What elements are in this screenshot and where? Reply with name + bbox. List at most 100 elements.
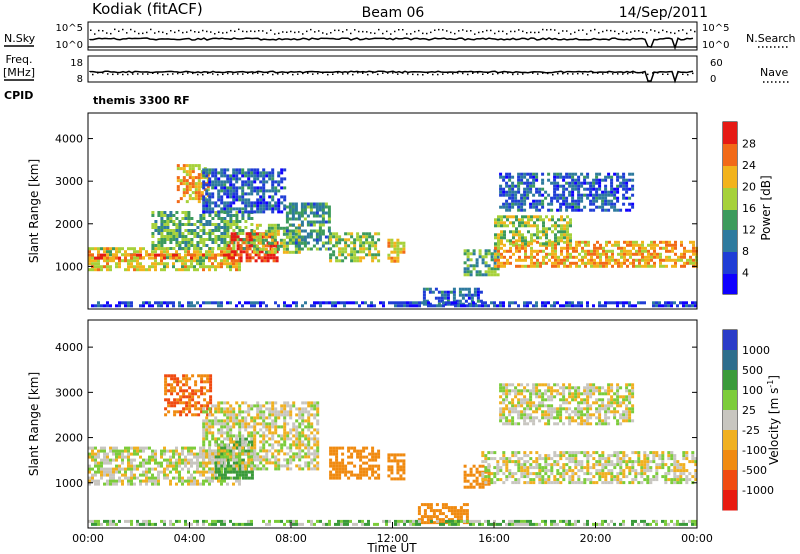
- heatmap-cell: [181, 223, 185, 226]
- heatmap-cell: [568, 175, 572, 179]
- heatmap-cell: [118, 265, 121, 269]
- heatmap-cell: [190, 229, 194, 232]
- heatmap-cell: [91, 304, 94, 308]
- heatmap-cell: [295, 431, 299, 435]
- heatmap-cell: [503, 264, 506, 268]
- heatmap-cell: [444, 503, 448, 507]
- heatmap-cell: [350, 473, 354, 477]
- heatmap-cell: [310, 461, 314, 465]
- heatmap-cell: [265, 304, 268, 308]
- heatmap-cell: [280, 201, 284, 205]
- heatmap-cell: [505, 205, 509, 209]
- heatmap-cell: [235, 470, 239, 474]
- heatmap-cell: [361, 301, 364, 305]
- colorbar-swatch: [723, 282, 737, 284]
- heatmap-cell: [214, 437, 218, 441]
- heatmap-cell: [203, 374, 207, 378]
- heatmap-cell: [230, 259, 234, 263]
- heatmap-cell: [256, 301, 259, 305]
- heatmap-cell: [232, 470, 236, 474]
- heatmap-cell: [566, 236, 569, 240]
- heatmap-cell: [536, 249, 539, 253]
- heatmap-cell: [182, 167, 186, 171]
- heatmap-cell: [557, 239, 560, 243]
- heatmap-cell: [396, 259, 400, 263]
- heatmap-cell: [197, 389, 201, 393]
- nsearch-point: [546, 29, 548, 31]
- heatmap-cell: [502, 178, 506, 182]
- heatmap-cell: [521, 239, 524, 243]
- heatmap-cell: [139, 268, 142, 272]
- heatmap-cell: [571, 196, 575, 200]
- heatmap-cell: [193, 244, 197, 247]
- heatmap-cell: [151, 226, 155, 229]
- heatmap-cell: [641, 243, 644, 247]
- heatmap-cell: [593, 258, 596, 262]
- heatmap-cell: [229, 210, 233, 214]
- heatmap-cell: [262, 464, 266, 468]
- heatmap-cell: [211, 476, 214, 480]
- heatmap-cell: [282, 238, 286, 242]
- heatmap-cell: [481, 273, 485, 277]
- heatmap-cell: [226, 449, 230, 453]
- heatmap-cell: [393, 256, 397, 260]
- heatmap-cell: [589, 208, 593, 212]
- heatmap-cell: [130, 473, 133, 477]
- heatmap-cell: [521, 242, 524, 246]
- heatmap-cell: [188, 194, 192, 198]
- heatmap-cell: [674, 243, 677, 247]
- heatmap-cell: [199, 470, 202, 474]
- heatmap-cell: [182, 392, 186, 396]
- heatmap-cell: [508, 457, 512, 461]
- heatmap-cell: [262, 189, 266, 193]
- heatmap-cell: [253, 443, 257, 447]
- heatmap-cell: [169, 449, 172, 453]
- colorbar-swatch: [723, 150, 737, 152]
- heatmap-cell: [623, 246, 626, 250]
- heatmap-cell: [214, 467, 218, 471]
- heatmap-cell: [292, 458, 296, 462]
- heatmap-cell: [262, 410, 266, 414]
- heatmap-cell: [509, 221, 512, 225]
- heatmap-cell: [578, 240, 581, 244]
- heatmap-cell: [514, 193, 518, 197]
- heatmap-cell: [277, 198, 281, 202]
- heatmap-cell: [551, 255, 554, 259]
- heatmap-cell: [312, 223, 316, 227]
- heatmap-cell: [97, 461, 100, 465]
- heatmap-cell: [515, 246, 518, 250]
- heatmap-cell: [211, 473, 214, 477]
- heatmap-cell: [523, 208, 527, 212]
- heatmap-cell: [506, 249, 509, 253]
- nave-point: [507, 72, 509, 74]
- heatmap-cell: [229, 301, 232, 305]
- heatmap-cell: [211, 422, 215, 426]
- heatmap-cell: [280, 434, 284, 438]
- heatmap-cell: [530, 242, 533, 246]
- heatmap-cell: [559, 184, 563, 188]
- heatmap-cell: [318, 238, 322, 242]
- heatmap-cell: [160, 241, 164, 244]
- heatmap-cell: [622, 304, 625, 308]
- heatmap-cell: [184, 229, 188, 232]
- heatmap-cell: [217, 183, 221, 187]
- heatmap-cell: [329, 256, 333, 260]
- heatmap-cell: [145, 473, 148, 477]
- heatmap-cell: [644, 258, 647, 262]
- nave-point: [232, 73, 234, 75]
- heatmap-cell: [173, 377, 177, 381]
- nsearch-point: [150, 28, 152, 31]
- heatmap-cell: [577, 202, 581, 206]
- heatmap-cell: [437, 296, 441, 300]
- heatmap-cell: [529, 205, 533, 209]
- heatmap-cell: [193, 223, 197, 226]
- heatmap-cell: [312, 244, 316, 248]
- heatmap-cell: [382, 301, 385, 305]
- heatmap-cell: [245, 247, 249, 251]
- nave-point: [197, 73, 199, 76]
- heatmap-cell: [229, 177, 233, 181]
- heatmap-cell: [262, 419, 266, 423]
- heatmap-cell: [217, 431, 221, 435]
- heatmap-cell: [235, 226, 239, 229]
